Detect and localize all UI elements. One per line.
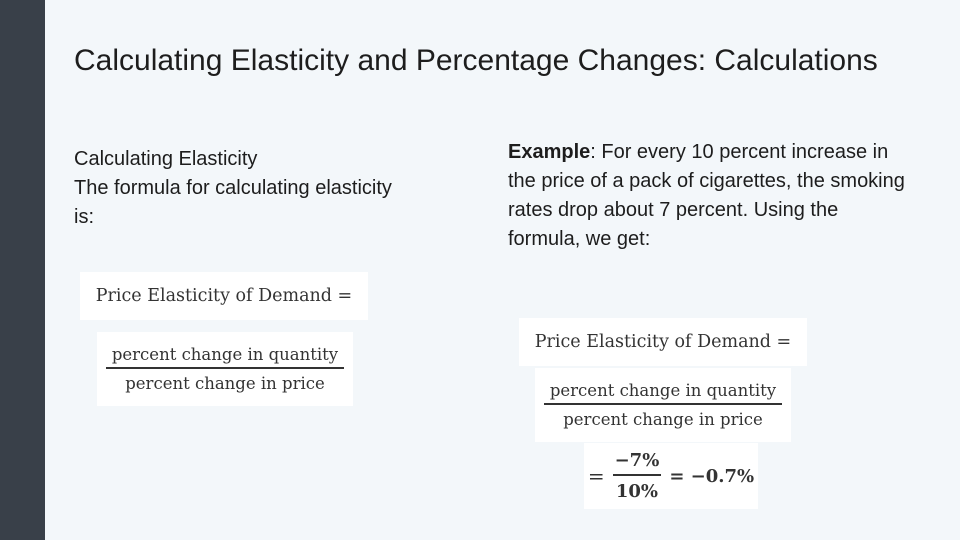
formula-denominator: percent change in price	[125, 373, 325, 393]
formula-label-image: Price Elasticity of Demand =	[80, 272, 368, 320]
calculation-numerator: −7%	[614, 450, 660, 472]
example-formula-denominator: percent change in price	[563, 409, 763, 429]
calculation-image: = −7% 10% = −0.7%	[584, 443, 758, 509]
formula-fraction: percent change in quantity percent chang…	[105, 345, 345, 393]
right-column: Example: For every 10 percent increase i…	[508, 138, 908, 254]
left-text: The formula for calculating elasticity i…	[74, 177, 392, 228]
calculation-equals: =	[587, 464, 605, 488]
example-text: : For every 10 percent increase in the p…	[508, 141, 905, 250]
example-formula-label: Price Elasticity of Demand =	[534, 332, 792, 352]
fraction-bar	[105, 367, 345, 369]
slide-title: Calculating Elasticity and Percentage Ch…	[74, 44, 878, 77]
slide-side-bar	[0, 0, 45, 540]
calculation-denominator: 10%	[615, 480, 659, 502]
fraction-bar	[612, 474, 662, 476]
calculation-result: = −0.7%	[669, 465, 755, 487]
left-column: Calculating Elasticity The formula for c…	[74, 145, 394, 232]
calculation-fraction: −7% 10%	[612, 450, 662, 502]
formula-label: Price Elasticity of Demand =	[95, 286, 353, 306]
example-label: Example	[508, 141, 591, 163]
example-formula-fraction-image: percent change in quantity percent chang…	[535, 368, 791, 442]
formula-fraction-image: percent change in quantity percent chang…	[97, 332, 353, 406]
fraction-bar	[543, 403, 783, 405]
example-formula-fraction: percent change in quantity percent chang…	[543, 381, 783, 429]
example-formula-numerator: percent change in quantity	[549, 381, 777, 401]
left-heading: Calculating Elasticity	[74, 148, 258, 170]
example-formula-label-image: Price Elasticity of Demand =	[519, 318, 807, 366]
formula-numerator: percent change in quantity	[111, 345, 339, 365]
